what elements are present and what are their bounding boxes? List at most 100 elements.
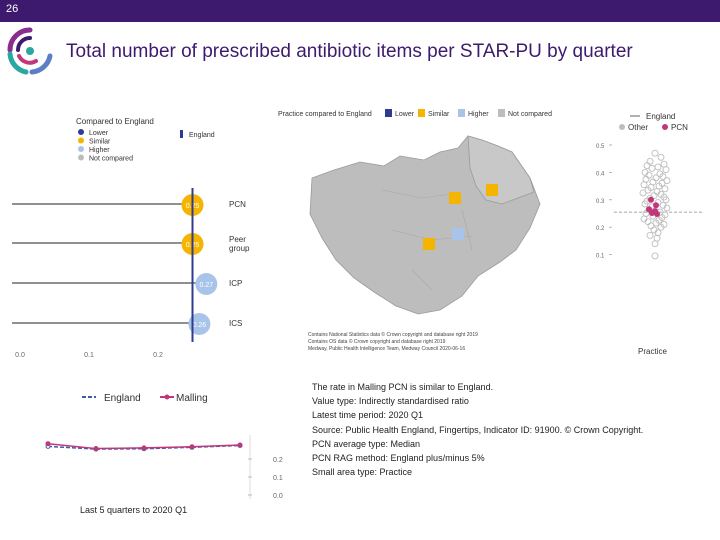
map-legend-swatch-2 <box>458 109 465 117</box>
strip-y-tick: 0.5 <box>596 144 605 150</box>
strip-point-other <box>651 240 659 248</box>
legend-label-similar: Similar <box>89 139 111 146</box>
strip-y-tick: 0.1 <box>596 254 605 260</box>
info-line: PCN RAG method: England plus/minus 5% <box>312 453 485 464</box>
legend-marker-similar <box>78 137 84 144</box>
strip-point-other <box>651 252 659 260</box>
bar-data-label-3: 0.26 <box>193 322 207 329</box>
map-legend-label-1: Similar <box>428 111 450 118</box>
category-label-3: ICS <box>229 319 242 328</box>
info-line: PCN average type: Median <box>312 438 421 449</box>
legend-marker-higher <box>78 146 84 152</box>
strip-point-other <box>646 157 654 165</box>
strip-point-other <box>657 153 665 161</box>
strip-point-other <box>659 173 667 180</box>
strip-y-tick: 0.4 <box>596 171 605 177</box>
map-legend-label-0: Lower <box>395 111 415 118</box>
england-legend-marker <box>180 130 183 138</box>
map-legend-swatch-1 <box>418 109 425 117</box>
strip-legend-other: Other <box>628 123 648 132</box>
category-label-2: ICP <box>229 279 242 288</box>
line-y-tick: 0.0 <box>273 493 283 500</box>
legend-marker-lower <box>78 129 84 135</box>
map-shape-north <box>467 135 535 205</box>
strip-point-other <box>646 231 654 239</box>
x-tick-label: 0.1 <box>84 352 94 359</box>
line-y-tick: 0.2 <box>273 457 283 464</box>
strip-point-other <box>652 174 660 182</box>
bar-point-2 <box>195 273 218 295</box>
strip-point-pcn <box>653 202 659 209</box>
strip-point-pcn <box>648 196 654 203</box>
map-copyright-1: Contains National Statistics data © Crow… <box>308 331 478 338</box>
strip-axis-label: Practice <box>638 347 667 356</box>
practice-map: Practice compared to England Lower Simila… <box>278 109 552 352</box>
trend-line-chart: England Malling 0.2 0.1 0.0 Last 5 quarters… <box>45 393 283 515</box>
strip-point-other <box>662 196 670 204</box>
line-legend-england: England <box>104 393 141 404</box>
bar-point-3 <box>188 313 211 335</box>
strip-point-other <box>647 222 655 230</box>
line-point-malling <box>93 446 99 452</box>
strip-legend-england: England <box>646 112 675 121</box>
strip-point-other <box>661 185 669 193</box>
map-copyright-2: Contains OS data © Crown copyright and d… <box>308 338 446 345</box>
bar-data-label-2: 0.27 <box>199 282 213 289</box>
england-legend-label: England <box>189 132 215 139</box>
strip-point-other <box>663 204 671 212</box>
line-point-malling <box>189 444 195 450</box>
map-marker-similar <box>423 238 435 250</box>
line-legend-malling-dot <box>164 394 170 400</box>
indicator-info: The rate in Malling PCN is similar to En… <box>312 380 712 479</box>
x-tick-label: 0.0 <box>15 352 25 359</box>
map-marker-higher <box>452 228 464 240</box>
top-bar: 26 <box>0 0 720 22</box>
strip-point-pcn <box>649 209 655 216</box>
map-legend-swatch-3 <box>498 109 505 117</box>
strip-point-other <box>639 189 647 197</box>
info-line: The rate in Malling PCN is similar to En… <box>312 382 494 392</box>
strip-y-tick: 0.3 <box>596 199 605 205</box>
strip-point-other <box>648 164 656 172</box>
strip-point-pcn <box>654 211 660 218</box>
slide-number: 26 <box>6 3 19 15</box>
nhs-logo-icon <box>7 27 53 75</box>
strip-point-other <box>657 223 665 231</box>
strip-point-other <box>640 181 648 189</box>
legend-marker-not-compared <box>78 154 84 161</box>
category-label-1: group <box>229 244 250 253</box>
info-line: Latest time period: 2020 Q1 <box>312 410 424 421</box>
map-marker-similar <box>486 184 498 196</box>
strip-y-tick: 0.2 <box>596 226 605 232</box>
info-line: Source: Public Health England, Fingertip… <box>312 424 644 435</box>
map-legend-label-2: Higher <box>468 111 489 118</box>
category-label-1: Peer <box>229 235 246 244</box>
legend-label-lower: Lower <box>89 130 109 137</box>
strip-point-other <box>654 163 662 171</box>
legend-title: Compared to England <box>76 117 154 126</box>
map-legend-swatch-0 <box>385 109 392 117</box>
strip-legend-pcn: PCN <box>671 123 688 132</box>
map-marker-similar <box>449 192 461 204</box>
line-point-malling <box>45 441 51 447</box>
line-point-malling <box>237 442 243 448</box>
line-legend-malling: Malling <box>176 393 208 404</box>
info-line: Small area type: Practice <box>312 467 413 478</box>
line-y-tick: 0.1 <box>273 475 283 482</box>
line-chart-title: Last 5 quarters to 2020 Q1 <box>80 505 187 515</box>
strip-point-other <box>651 149 659 157</box>
slide-title: Total number of prescribed antibiotic it… <box>66 41 633 62</box>
strip-point-other <box>662 166 670 174</box>
x-tick-label: 0.2 <box>153 352 163 359</box>
map-copyright-3: Medway, Public Health Intelligence Team,… <box>308 346 465 352</box>
map-legend-label-3: Not compared <box>508 111 552 118</box>
category-label-0: PCN <box>229 200 246 209</box>
legend-label-not-compared: Not compared <box>89 156 133 163</box>
info-line: Value type: Indirectly standardised rati… <box>312 396 469 407</box>
line-point-malling <box>141 445 147 451</box>
practice-strip-plot: England Other PCN 0.5 0.4 0.3 0.2 0.1 Practi… <box>596 112 704 356</box>
legend-label-higher: Higher <box>89 147 110 154</box>
strip-point-other <box>641 200 649 208</box>
map-legend-title: Practice compared to England <box>278 111 372 118</box>
